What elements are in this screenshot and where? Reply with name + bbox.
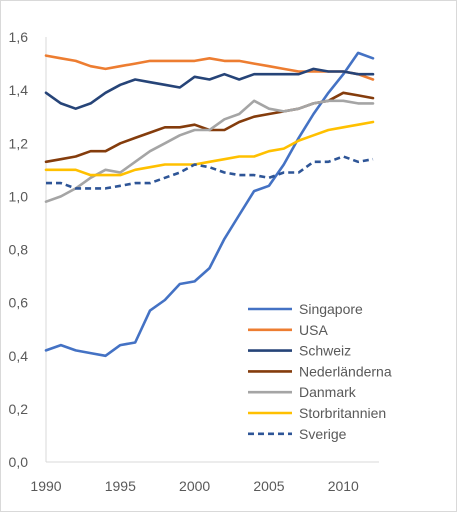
series-line-storbritannien — [44, 120, 375, 177]
y-tick-label: 0,8 — [9, 242, 29, 258]
chart-axes — [45, 37, 379, 463]
y-tick-label: 1,4 — [9, 82, 29, 98]
series-line-schweiz — [44, 67, 375, 110]
legend-label-danmark: Danmark — [299, 384, 357, 400]
y-tick-label: 0,0 — [9, 454, 29, 470]
legend-label-storbritannien: Storbritannien — [299, 405, 386, 421]
y-tick-label: 1,2 — [9, 135, 29, 151]
series-line-usa — [44, 54, 375, 81]
legend-label-usa: USA — [299, 322, 328, 338]
series-line-nederlanderna — [44, 91, 375, 164]
x-tick-label: 2005 — [253, 478, 284, 494]
legend-label-sverige: Sverige — [299, 426, 347, 442]
legend-label-schweiz: Schweiz — [299, 343, 351, 359]
series-lines — [44, 51, 375, 358]
x-tick-label: 2010 — [328, 478, 359, 494]
series-line-sverige — [46, 155, 374, 190]
x-tick-label: 1990 — [30, 478, 61, 494]
y-tick-label: 1,0 — [9, 188, 29, 204]
series-line-singapore — [44, 51, 375, 358]
y-tick-label: 0,6 — [9, 295, 29, 311]
legend: Singapore USA Schweiz Nederländerna Danmark S… — [248, 301, 392, 442]
y-tick-label: 0,4 — [9, 348, 29, 364]
x-axis-tick-labels: 1990 1995 2000 2005 2010 — [30, 478, 359, 494]
legend-label-nederlanderna: Nederländerna — [299, 363, 392, 379]
y-axis-tick-labels: 0,0 0,2 0,4 0,6 0,8 1,0 1,2 1,4 1,6 — [9, 29, 29, 470]
y-tick-label: 1,6 — [9, 29, 29, 45]
x-tick-label: 1995 — [105, 478, 136, 494]
series-line-danmark — [44, 99, 375, 203]
y-tick-label: 0,2 — [9, 401, 29, 417]
x-tick-label: 2000 — [179, 478, 210, 494]
legend-label-singapore: Singapore — [299, 301, 363, 317]
